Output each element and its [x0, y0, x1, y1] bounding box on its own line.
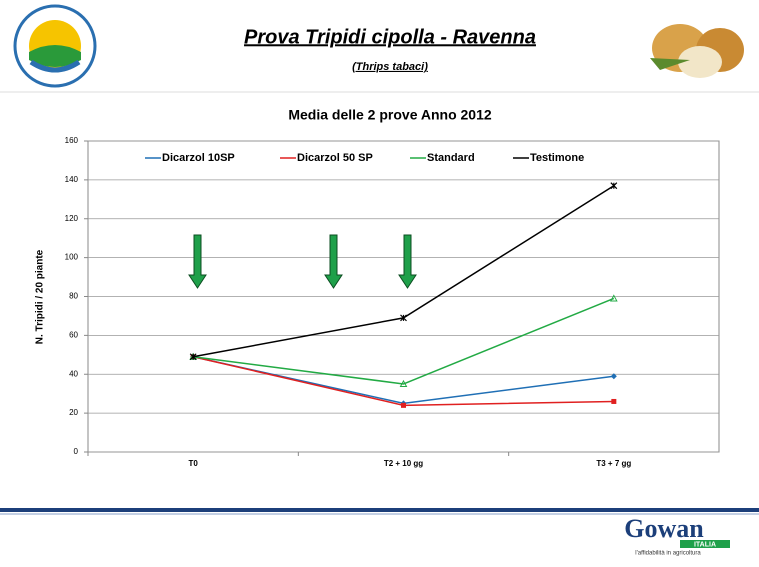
- legend-label: Testimone: [530, 152, 584, 164]
- chart-title: Media delle 2 prove Anno 2012: [288, 107, 492, 123]
- y-tick-label: 0: [74, 447, 79, 456]
- slide-subtitle: (Thrips tabaci): [352, 61, 428, 73]
- brand: Gowan: [624, 514, 704, 543]
- legend-label: Dicarzol 10SP: [162, 152, 235, 164]
- y-tick-label: 20: [69, 408, 78, 417]
- slide-title: Prova Tripidi cipolla - Ravenna: [244, 26, 536, 48]
- legend-label: Standard: [427, 152, 475, 164]
- y-tick-label: 80: [69, 292, 78, 301]
- x-tick-label: T2 + 10 gg: [384, 459, 423, 468]
- background: [0, 0, 759, 562]
- y-tick-label: 140: [65, 175, 79, 184]
- brand-tagline: l'affidabilità in agricoltura: [635, 551, 701, 557]
- y-tick-label: 40: [69, 369, 78, 378]
- marker: [611, 399, 616, 404]
- marker: [401, 403, 406, 408]
- y-axis-label: N. Tripidi / 20 piante: [35, 249, 46, 344]
- footer-band: [0, 508, 759, 512]
- y-tick-label: 100: [65, 253, 79, 262]
- x-tick-label: T0: [188, 459, 198, 468]
- slide: Prova Tripidi cipolla - Ravenna (Thrips …: [0, 0, 759, 562]
- consorzio-logo: [15, 6, 95, 86]
- x-tick-label: T3 + 7 gg: [596, 459, 631, 468]
- y-tick-label: 120: [65, 214, 79, 223]
- y-tick-label: 60: [69, 330, 78, 339]
- y-tick-label: 160: [65, 136, 79, 145]
- legend-label: Dicarzol 50 SP: [297, 152, 373, 164]
- brand-sub: ITALIA: [694, 541, 716, 548]
